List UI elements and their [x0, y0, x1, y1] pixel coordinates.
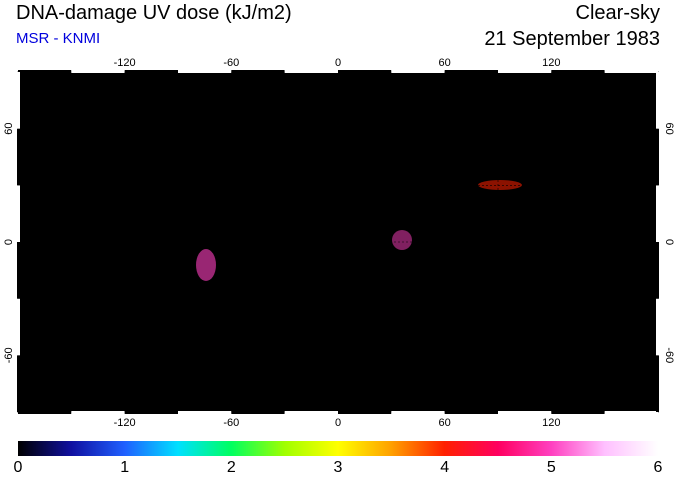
graticule	[18, 72, 658, 412]
frame-tick-bar	[124, 411, 178, 414]
coast-asia	[403, 107, 658, 227]
lat-tick-label-left: 60	[3, 123, 15, 135]
lon-tick-label: 60	[439, 417, 451, 429]
colorbar-tick-label: 3	[333, 459, 343, 476]
frame-tick-bar	[231, 411, 285, 414]
frame-tick-bar	[338, 70, 392, 73]
frame-tick-bar	[391, 70, 445, 73]
coastlines	[18, 107, 658, 405]
coast-south-america	[191, 225, 277, 347]
frame-tick-bar	[444, 70, 498, 73]
lat-tick-label-right: -60	[663, 347, 675, 363]
frame-tick-bar	[178, 411, 232, 414]
frame-tick-bar	[231, 70, 285, 73]
frame-tick-bar	[284, 411, 338, 414]
lat-tick-label-right: 60	[663, 123, 675, 135]
coast-greenland	[237, 109, 291, 143]
coast-africa	[331, 167, 441, 306]
colorbar-tick-label: 1	[120, 459, 130, 476]
frame-tick-bar	[551, 411, 605, 414]
frame-tick-bar	[498, 70, 552, 73]
lon-tick-label: -120	[114, 57, 136, 69]
lat-tick-label-left: -60	[3, 347, 15, 363]
tibet-low-patch	[478, 180, 522, 190]
coast-new-zealand	[633, 299, 647, 321]
map-title: DNA-damage UV dose (kJ/m2)	[16, 2, 292, 24]
colorbar-tick-label: 5	[546, 459, 556, 476]
frame-tick-bar	[656, 128, 659, 186]
lon-tick-label: 120	[542, 57, 560, 69]
frame-tick-bar	[338, 411, 392, 414]
colorbar-tick-label: 6	[653, 459, 663, 476]
frame-tick-bar	[656, 355, 659, 412]
frame-tick-bar	[17, 185, 20, 242]
source-label: MSR - KNMI	[16, 30, 101, 47]
coast-north-america	[49, 119, 241, 233]
frame-tick-bar	[17, 72, 20, 129]
axis-tick-labels: -120 -120 -60 -60 0 0 60 60 120 120 60 60 0 0 -60 -60	[3, 57, 675, 429]
colorbar-tick-label: 4	[440, 459, 450, 476]
sky-condition: Clear-sky	[575, 2, 660, 24]
lon-tick-label: 0	[335, 57, 341, 69]
coast-australia	[555, 255, 625, 311]
frame-ticks	[17, 70, 659, 414]
frame-tick-bar	[124, 70, 178, 73]
frame-tick-bar	[17, 355, 20, 412]
frame-tick-bar	[17, 298, 20, 356]
coast-europe	[325, 117, 411, 173]
frame-tick-bar	[284, 70, 338, 73]
lon-tick-label: 120	[542, 417, 560, 429]
frame-tick-bar	[656, 72, 659, 129]
frame-tick-bar	[656, 242, 659, 299]
colorbar-tick-label: 0	[13, 459, 23, 476]
frame-tick-bar	[551, 70, 605, 73]
andes-high-patch	[196, 249, 216, 281]
colorbar	[18, 441, 658, 456]
frame-tick-bar	[18, 411, 72, 414]
frame-tick-bar	[391, 411, 445, 414]
map-date: 21 September 1983	[484, 28, 660, 50]
frame-tick-bar	[17, 128, 20, 186]
frame-tick-bar	[178, 70, 232, 73]
coast-antarctica	[18, 394, 658, 405]
frame-tick-bar	[444, 411, 498, 414]
lat-tick-label-right: 0	[663, 239, 675, 245]
frame-tick-bar	[71, 411, 125, 414]
frame-tick-bar	[656, 298, 659, 356]
coast-japan	[577, 161, 591, 187]
lon-tick-label: 60	[439, 57, 451, 69]
east-africa-high-patch	[392, 230, 412, 250]
lon-tick-label: 0	[335, 417, 341, 429]
lon-tick-label: -60	[223, 57, 239, 69]
frame-tick-bar	[656, 185, 659, 242]
lon-tick-label: -60	[223, 417, 239, 429]
frame-tick-bar	[71, 70, 125, 73]
frame-tick-bar	[604, 70, 658, 73]
coast-madagascar	[433, 267, 443, 294]
frame-tick-bar	[18, 70, 72, 73]
frame-tick-bar	[17, 242, 20, 299]
frame-tick-bar	[604, 411, 658, 414]
lon-tick-label: -120	[114, 417, 136, 429]
colorbar-tick-label: 2	[226, 459, 236, 476]
lat-tick-label-left: 0	[3, 239, 15, 245]
frame-tick-bar	[498, 411, 552, 414]
